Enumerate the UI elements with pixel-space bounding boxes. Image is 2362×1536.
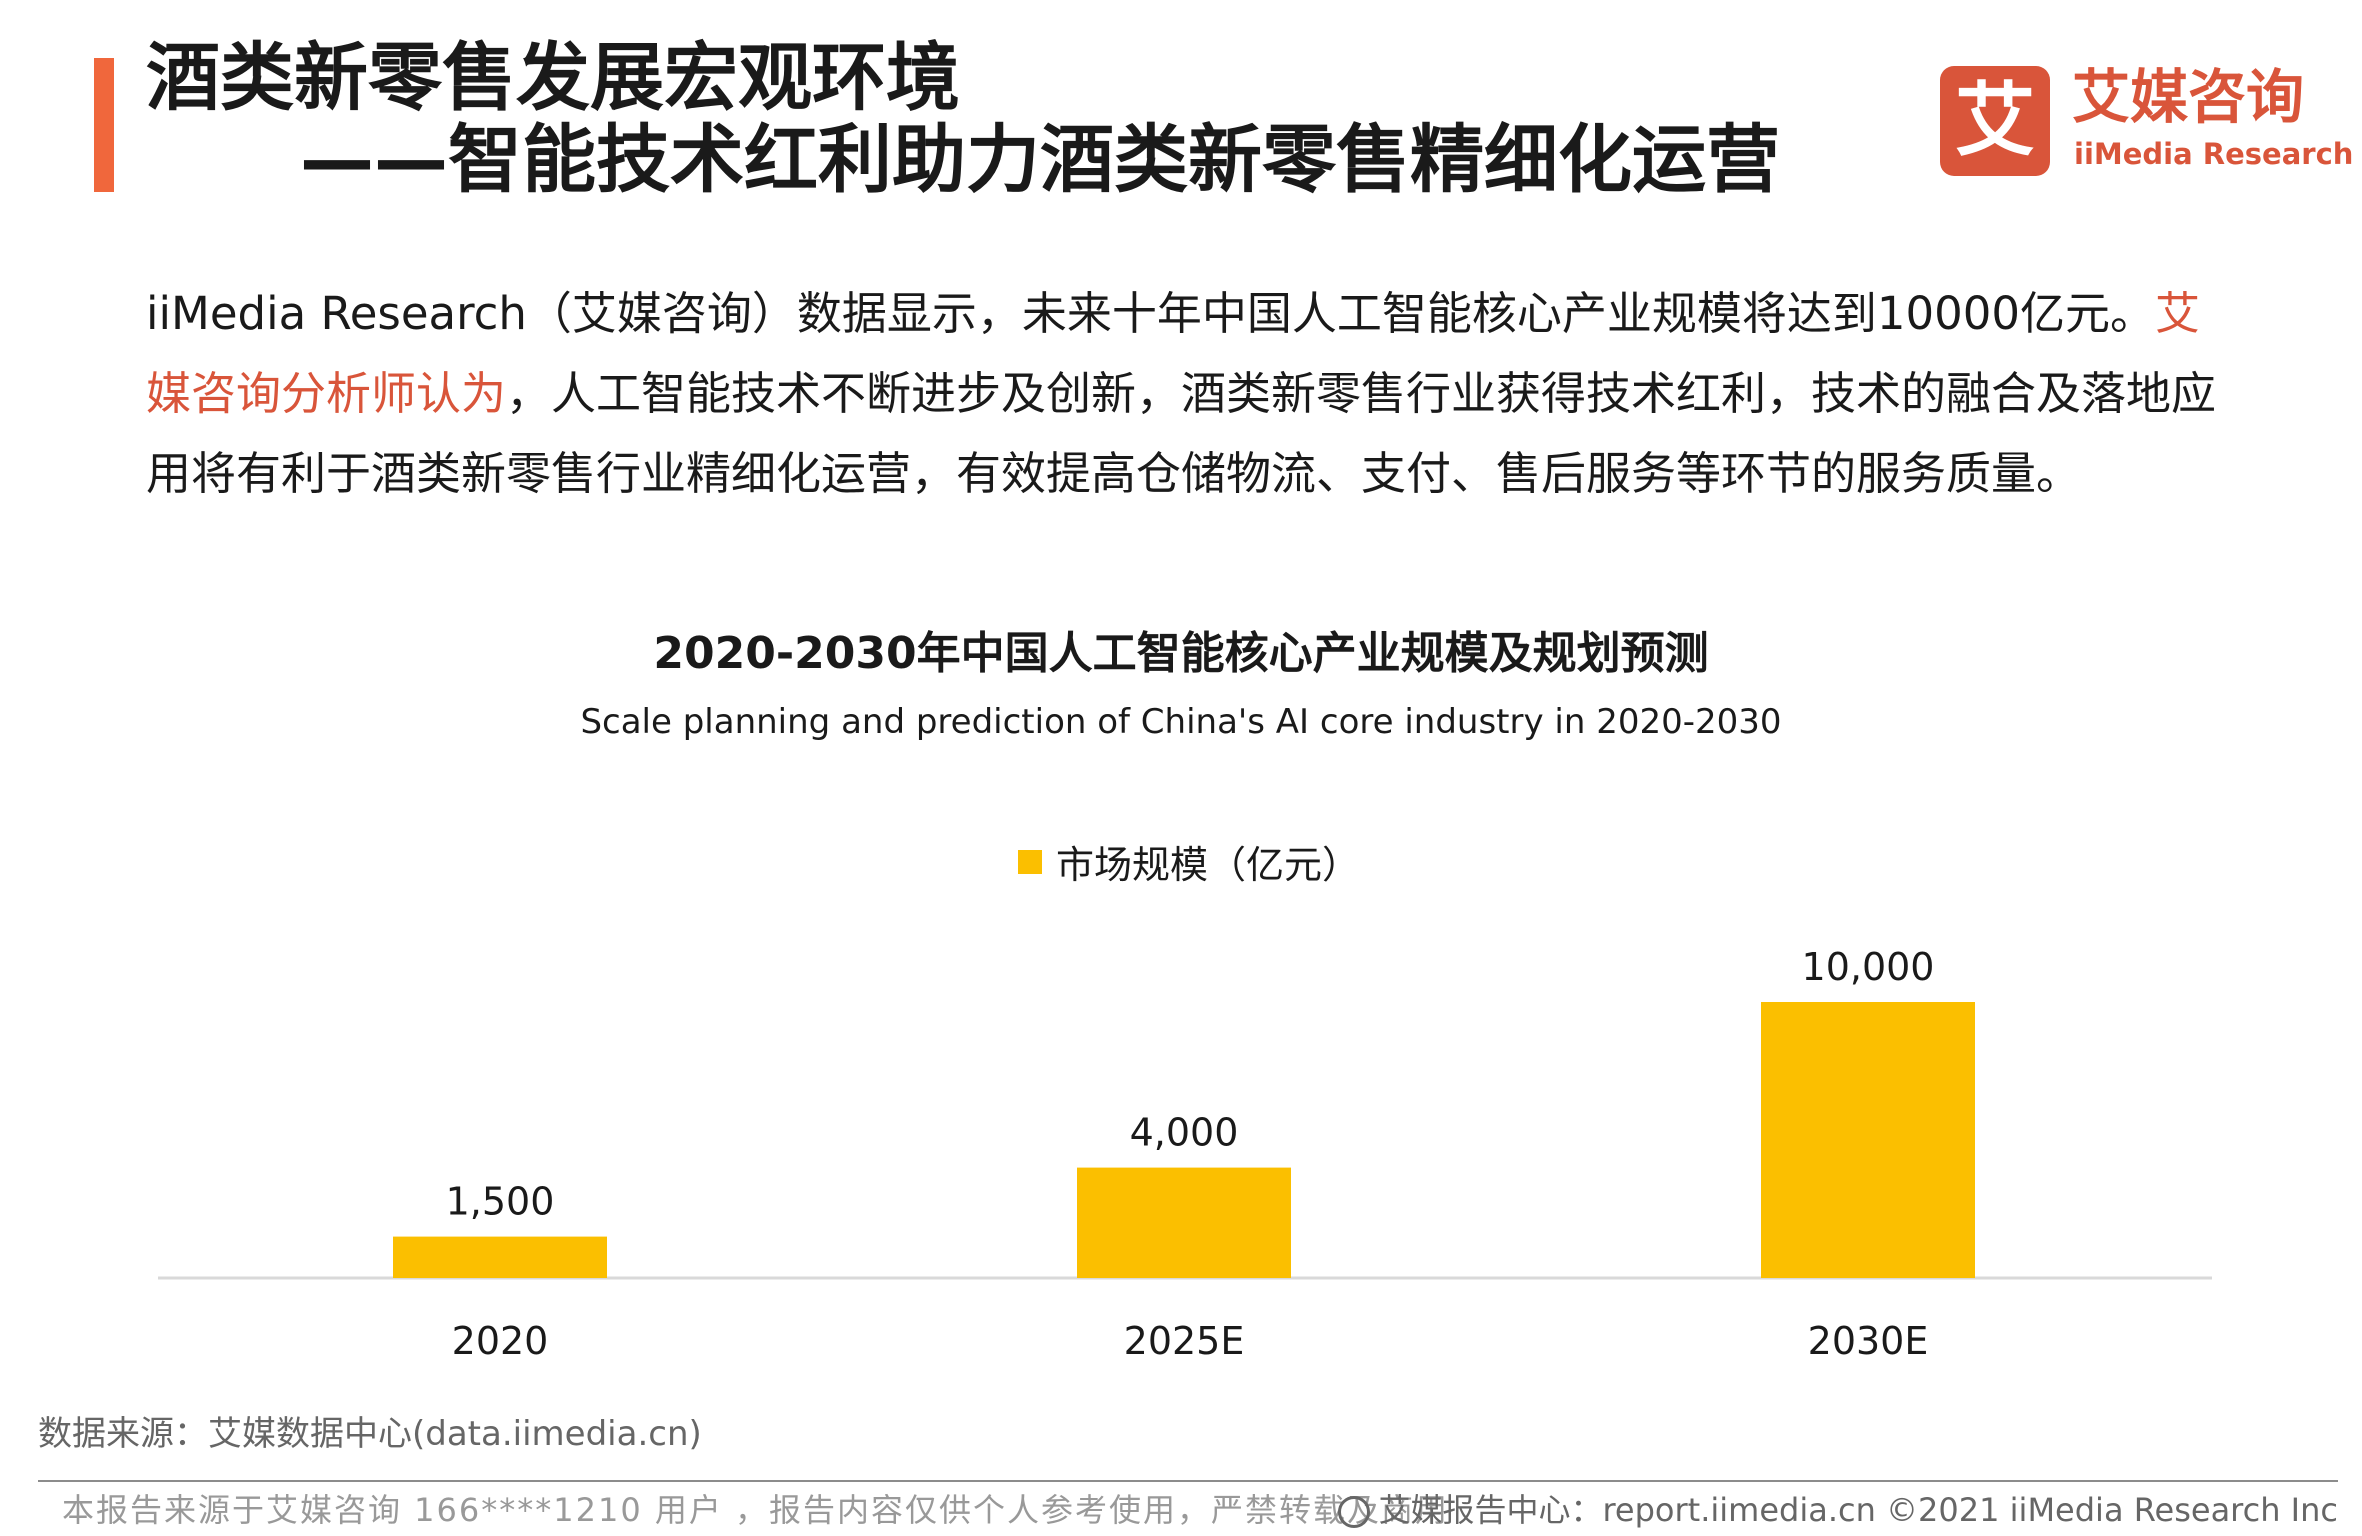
footer-credit-text: 艾媒报告中心：report.iimedia.cn ©2021 iiMedia R… [1378, 1491, 2338, 1529]
data-label-2020: 1,500 [446, 1180, 555, 1224]
data-label-2025E: 4,000 [1130, 1111, 1239, 1155]
bar-2030E [1761, 1002, 1975, 1278]
footer-watermark: 本报告来源于艾媒咨询 166****1210 用户 ，报告内容仅供个人参考使用，… [62, 1488, 1449, 1532]
bar-group: 1,500 2020 4,000 2025E 10,000 2030E [393, 945, 1975, 1363]
bar-chart: 1,500 2020 4,000 2025E 10,000 2030E [0, 0, 2362, 1400]
footer-divider [38, 1480, 2338, 1482]
data-label-2030E: 10,000 [1802, 945, 1935, 989]
x-tick-label-2025E: 2025E [1124, 1319, 1245, 1363]
x-tick-label-2030E: 2030E [1808, 1319, 1929, 1363]
globe-icon [1338, 1496, 1370, 1528]
data-source: 数据来源：艾媒数据中心(data.iimedia.cn) [38, 1410, 702, 1458]
footer-credit: 艾媒报告中心：report.iimedia.cn ©2021 iiMedia R… [1338, 1488, 2338, 1532]
bar-2020 [393, 1237, 607, 1278]
bar-2025E [1077, 1168, 1291, 1278]
x-tick-label-2020: 2020 [452, 1319, 549, 1363]
